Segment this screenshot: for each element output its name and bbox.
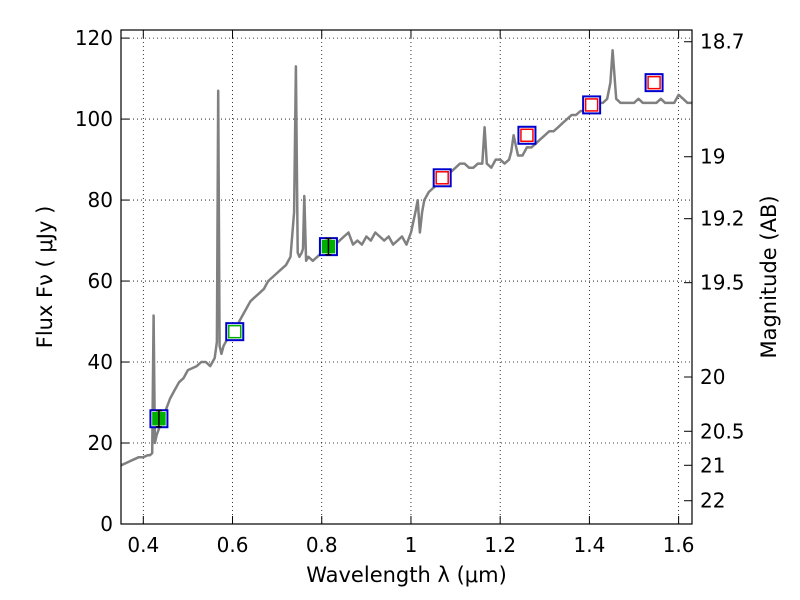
photometry-points [149, 73, 664, 429]
y-tick-label: 120 [75, 26, 113, 50]
y2-axis: 18.7 19 19.2 19.5 20 20.5 21 22 [684, 30, 745, 513]
x-tick-label: 0.8 [306, 533, 338, 557]
x-tick-label: 1.4 [573, 533, 605, 557]
x-axis: 0.4 0.6 0.8 1 1.2 1.4 1.6 [127, 30, 695, 557]
y2-tick-label: 21 [700, 453, 725, 477]
y2-tick-label: 18.7 [700, 30, 745, 54]
y-tick-label: 80 [88, 188, 113, 212]
y2-tick-label: 20.5 [700, 419, 745, 443]
x-tick-label: 1.2 [484, 533, 516, 557]
spectrum-line [120, 48, 692, 467]
y2-axis-label: Magnitude (AB) [757, 195, 781, 358]
photometry-fill [435, 171, 449, 185]
plot-frame [120, 29, 693, 525]
photometry-marker [149, 409, 169, 429]
photometry-fill [228, 324, 242, 339]
y-axis: 0 20 40 60 80 100 120 [75, 26, 129, 536]
y-tick-label: 20 [88, 431, 113, 455]
photometry-marker [318, 237, 338, 257]
photometry-fill [584, 98, 599, 112]
x-tick-label: 0.6 [217, 533, 249, 557]
y-axis-label: Flux Fν ( μJy ) [33, 206, 57, 349]
x-tick-label: 1 [405, 533, 418, 557]
y2-tick-label: 19.2 [700, 207, 745, 231]
y-tick-label: 0 [100, 512, 113, 536]
photometry-fill [647, 75, 661, 90]
y2-tick-label: 20 [700, 365, 725, 389]
spectrum-series [120, 48, 692, 467]
y-tick-label: 40 [88, 350, 113, 374]
photometry-marker [432, 168, 452, 188]
photometry-marker [582, 95, 602, 115]
y2-tick-label: 19 [700, 145, 725, 169]
y-tick-label: 60 [88, 269, 113, 293]
x-axis-label: Wavelength λ (μm) [306, 563, 507, 587]
y2-tick-label: 22 [700, 489, 725, 513]
y-tick-label: 100 [75, 107, 113, 131]
photometry-fill [520, 128, 534, 143]
grid-lines [121, 30, 692, 525]
photometry-marker [517, 125, 537, 145]
photometry-marker [225, 322, 245, 342]
photometry-marker [644, 73, 664, 93]
x-tick-label: 1.6 [663, 533, 695, 557]
y2-tick-label: 19.5 [700, 271, 745, 295]
x-tick-label: 0.4 [127, 533, 159, 557]
